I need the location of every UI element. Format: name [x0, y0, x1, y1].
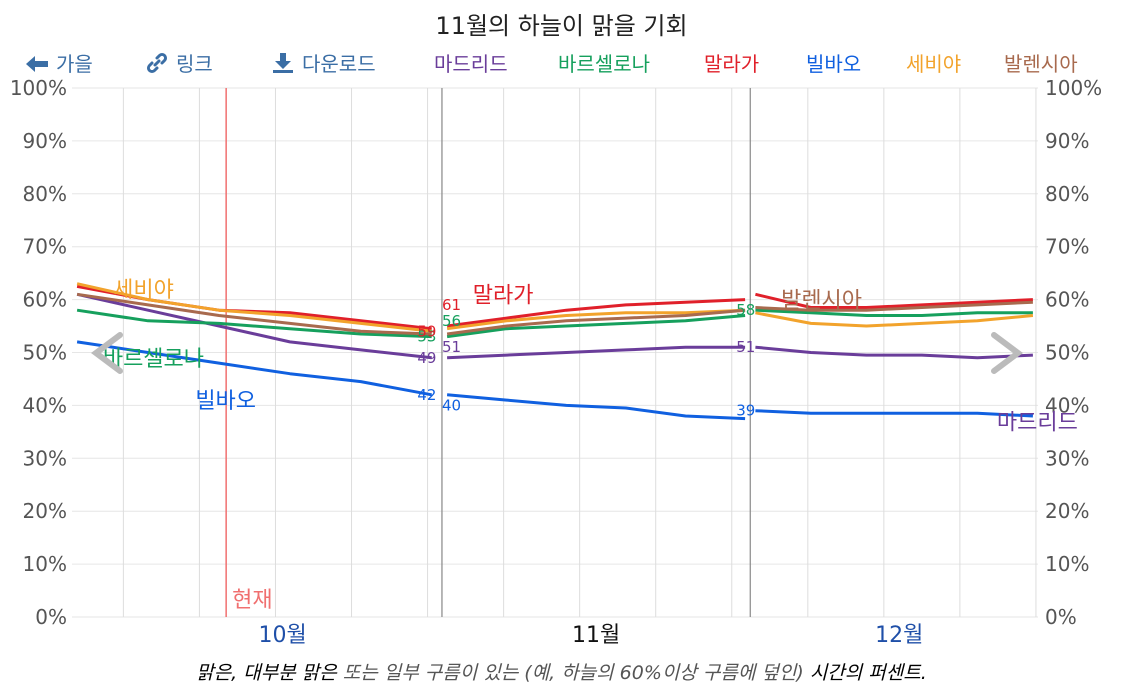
value-label: 53 — [417, 328, 436, 346]
caption-part-1: 맑은, 대부분 맑은 — [196, 662, 337, 684]
series-line-1-0 — [76, 308, 432, 339]
series-line-5-0 — [76, 292, 432, 336]
now-label: 현재 — [232, 588, 272, 613]
y-tick-label-left: 40% — [23, 393, 67, 417]
value-label: 40 — [442, 396, 461, 414]
series-name-label: 마드리드 — [997, 410, 1078, 435]
series-line-1-1 — [446, 314, 746, 339]
arrow-left-icon — [26, 54, 48, 78]
value-label: 58 — [736, 301, 755, 319]
caption-part-4: 시간의 퍼센트. — [803, 662, 927, 684]
series-line-0-2 — [755, 345, 1033, 360]
series-name-label: 발렌시아 — [781, 289, 862, 314]
caption-part-2: 또는 일부 구름이 있는 — [336, 662, 525, 684]
legend-item-malaga[interactable]: 말라가 — [704, 52, 760, 76]
legend-item-bilbao[interactable]: 빌바오 — [806, 52, 862, 76]
series-line-4-0 — [76, 282, 432, 333]
y-axis-left: 0% 10% 20% 30% 40% 50% 60% 70% 80% 90% 100% — [10, 76, 67, 629]
y-tick-label-left: 20% — [23, 499, 67, 523]
series-line-1-2 — [755, 308, 1033, 317]
chart-caption: 맑은, 대부분 맑은 또는 일부 구름이 있는 (예, 하늘의 60%이상 구름… — [0, 658, 1123, 685]
y-tick-label-left: 80% — [23, 182, 67, 206]
series-name-label: 빌바오 — [195, 389, 256, 414]
legend-item-seville[interactable]: 세비야 — [906, 52, 962, 76]
download-icon — [272, 52, 294, 79]
series-line-3-2 — [755, 409, 1033, 418]
caption-part-3: (예, 하늘의 60%이상 구름에 덮인) — [524, 662, 804, 684]
y-tick-label-right: 10% — [1045, 552, 1089, 576]
chevron-left-icon[interactable] — [91, 332, 123, 374]
y-tick-label-right: 60% — [1045, 288, 1089, 312]
series-lines — [76, 282, 1034, 421]
series-name-label: 세비야 — [113, 278, 174, 303]
value-label: 56 — [442, 312, 461, 330]
series-line-3-0 — [76, 340, 432, 397]
y-tick-label-left: 0% — [35, 605, 67, 629]
legend-item-barcelona[interactable]: 바르셀로나 — [558, 52, 650, 76]
chart-title: 11월의 하늘이 맑을 기회 — [435, 12, 688, 40]
value-label: 61 — [442, 296, 461, 314]
y-tick-label-right: 90% — [1045, 129, 1089, 153]
y-tick-label-right: 100% — [1045, 76, 1102, 100]
series-line-5-2 — [755, 300, 1033, 312]
legend-item-madrid[interactable]: 마드리드 — [434, 52, 508, 76]
legend-item-valencia[interactable]: 발렌시아 — [1004, 52, 1078, 76]
y-tick-label-left: 100% — [10, 76, 67, 100]
series-line-4-2 — [755, 311, 1034, 328]
series-line-0-0 — [76, 292, 432, 360]
y-tick-label-left: 10% — [23, 552, 67, 576]
link-button[interactable]: 링크 — [146, 48, 213, 79]
series-line-0-1 — [447, 345, 746, 360]
download-button[interactable]: 다운로드 — [272, 48, 376, 79]
value-label: 51 — [442, 338, 461, 356]
series-line-2-2 — [755, 292, 1033, 309]
y-tick-label-left: 90% — [23, 129, 67, 153]
month-label: 11월 — [572, 623, 620, 648]
value-label: 39 — [736, 402, 755, 420]
download-button-label: 다운로드 — [302, 52, 376, 76]
y-tick-label-left: 50% — [23, 341, 67, 365]
link-icon — [146, 52, 168, 79]
x-axis: 10월 11월 12월 — [259, 623, 924, 648]
series-line-3-1 — [446, 393, 746, 421]
month-label: 12월 — [875, 623, 923, 648]
y-axis-right: 0% 10% 20% 30% 40% 50% 60% 70% 80% 90% 100% — [1045, 76, 1102, 629]
y-tick-label-right: 20% — [1045, 499, 1089, 523]
y-tick-label-left: 60% — [23, 288, 67, 312]
value-label: 49 — [417, 349, 436, 367]
value-label: 42 — [417, 386, 436, 404]
y-tick-label-right: 70% — [1045, 235, 1089, 259]
y-tick-label-left: 70% — [23, 235, 67, 259]
y-tick-label-left: 30% — [23, 446, 67, 470]
back-button-label: 가을 — [56, 52, 93, 76]
link-button-label: 링크 — [176, 52, 213, 76]
series-line-5-1 — [446, 308, 746, 336]
month-label: 10월 — [259, 623, 307, 648]
chart-toolbar: 가을 링크 다운로드 마드리드 바르셀로나 말라가 빌바오 세비야 발렌시아 — [0, 44, 1123, 76]
back-to-autumn-button[interactable]: 가을 — [26, 48, 93, 78]
y-tick-label-right: 30% — [1045, 446, 1089, 470]
y-tick-label-right: 0% — [1045, 605, 1077, 629]
y-tick-label-right: 80% — [1045, 182, 1089, 206]
chevron-right-icon[interactable] — [991, 332, 1023, 374]
value-labels: 49 51 51 53 56 58 59 61 42 40 39 — [417, 296, 755, 420]
series-line-4-1 — [446, 308, 746, 331]
value-label: 59 — [417, 322, 436, 340]
chart-navigation[interactable] — [91, 332, 1023, 374]
value-label: 51 — [736, 338, 755, 356]
series-line-2-1 — [446, 298, 746, 328]
y-tick-label-right: 50% — [1045, 341, 1089, 365]
y-tick-label-right: 40% — [1045, 393, 1089, 417]
series-name-label: 말라가 — [473, 283, 534, 308]
